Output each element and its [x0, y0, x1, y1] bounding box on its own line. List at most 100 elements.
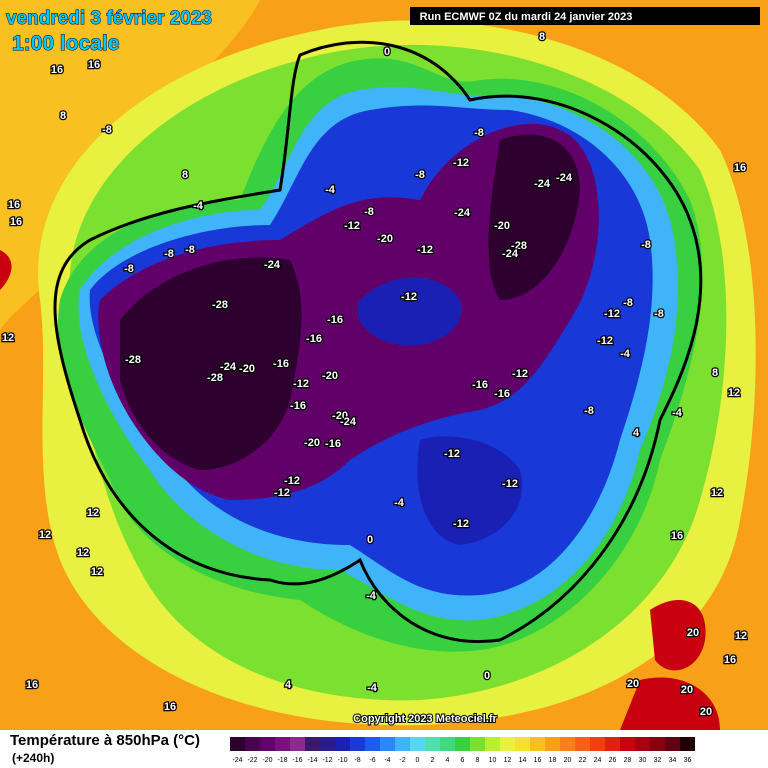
- contour-label: 16: [734, 162, 746, 174]
- contour-label: 12: [711, 487, 723, 499]
- legend-swatch: [620, 737, 635, 751]
- contour-label: 20: [700, 706, 712, 718]
- legend-swatch: [560, 737, 575, 751]
- contour-label: -28: [212, 299, 228, 311]
- legend-tick-label: 2: [431, 757, 435, 764]
- contour-label: 12: [77, 547, 89, 559]
- legend-swatch: [440, 737, 455, 751]
- contour-label: -12: [344, 220, 360, 232]
- contour-label: 12: [2, 332, 14, 344]
- legend-swatch: [335, 737, 350, 751]
- contour-label: -12: [274, 487, 290, 499]
- contour-label: 4: [285, 679, 292, 691]
- legend-swatch: [425, 737, 440, 751]
- legend-swatch: [410, 737, 425, 751]
- contour-label: -16: [472, 379, 488, 391]
- legend-tick-label: 8: [476, 757, 480, 764]
- contour-label: -28: [207, 372, 223, 384]
- legend-swatch: [470, 737, 485, 751]
- contour-label: -8: [641, 239, 651, 251]
- contour-label: -16: [306, 333, 322, 345]
- run-box: [410, 7, 760, 25]
- legend-swatch: [680, 737, 695, 751]
- legend-tick-label: -8: [354, 757, 360, 764]
- contour-label: -12: [502, 478, 518, 490]
- contour-label: -24: [264, 259, 281, 271]
- contour-label: 4: [633, 427, 640, 439]
- contour-label: 8: [182, 169, 188, 181]
- legend-swatch: [485, 737, 500, 751]
- zero-contour: [53, 40, 703, 643]
- contour-label: -8: [364, 206, 374, 218]
- legend-tick-label: 12: [504, 757, 512, 764]
- legend-tick-label: 14: [519, 757, 527, 764]
- legend-swatch: [545, 737, 560, 751]
- contour-label: 16: [8, 199, 20, 211]
- legend-swatch: [395, 737, 410, 751]
- legend-tick-label: -2: [399, 757, 405, 764]
- contour-label: -12: [417, 244, 433, 256]
- legend-tick-label: 30: [639, 757, 647, 764]
- legend-tick-label: -10: [337, 757, 347, 764]
- contour-label: -4: [325, 184, 336, 196]
- legend-swatch: [290, 737, 305, 751]
- contour-label: 8: [712, 367, 718, 379]
- contour-label: 0: [484, 670, 490, 682]
- legend-tick-label: 10: [489, 757, 497, 764]
- contour-label: -20: [332, 410, 348, 422]
- legend-tick-label: 32: [654, 757, 662, 764]
- contour-label: -8: [124, 263, 134, 275]
- legend-tick-label: -12: [322, 757, 332, 764]
- contour-label: 16: [724, 654, 736, 666]
- contour-label: -24: [340, 416, 357, 428]
- contour-label: -28: [125, 354, 141, 366]
- legend-swatch: [590, 737, 605, 751]
- zone: [357, 277, 522, 545]
- legend-tick-label: -14: [307, 757, 317, 764]
- contour-label: -12: [401, 291, 417, 303]
- legend-tick-label: 16: [534, 757, 542, 764]
- legend-swatch: [275, 737, 290, 751]
- contour-label: 8: [539, 31, 545, 43]
- legend-swatch: [455, 737, 470, 751]
- contour-label: -28: [511, 240, 527, 252]
- zone: [0, 250, 720, 730]
- zone: [120, 134, 580, 470]
- contour-label: -12: [453, 157, 469, 169]
- legend-tick-label: -22: [247, 757, 257, 764]
- title: vendredi 3 février 2023: [6, 8, 212, 29]
- contour-label: -12: [293, 378, 309, 390]
- legend-tick-label: 22: [579, 757, 587, 764]
- contour-label: -4: [367, 682, 378, 694]
- local-time: 1:00 locale: [12, 32, 119, 55]
- contour-label: -16: [273, 358, 289, 370]
- legend-tick-label: 36: [684, 757, 692, 764]
- contour-label: 12: [87, 507, 99, 519]
- legend-tick-label: 4: [446, 757, 450, 764]
- contour-label: -4: [672, 407, 683, 419]
- contour-label: -12: [597, 335, 613, 347]
- legend-swatch: [575, 737, 590, 751]
- contour-label: -20: [239, 363, 255, 375]
- legend-tick-label: -4: [384, 757, 390, 764]
- legend-swatch: [605, 737, 620, 751]
- contour-label: -24: [534, 178, 551, 190]
- legend-tick-label: 34: [669, 757, 677, 764]
- contour-label: -20: [377, 233, 393, 245]
- contour-label: -16: [290, 400, 306, 412]
- contour-label: 16: [88, 59, 100, 71]
- contour-label: -12: [284, 475, 300, 487]
- contour-label: -8: [164, 248, 174, 260]
- legend-swatch: [380, 737, 395, 751]
- contour-label: 16: [51, 64, 63, 76]
- contour-label: -8: [654, 308, 664, 320]
- legend-swatch: [305, 737, 320, 751]
- legend-swatch: [650, 737, 665, 751]
- contour-label: -4: [620, 348, 631, 360]
- legend-swatch: [245, 737, 260, 751]
- legend-tick-label: 24: [594, 757, 602, 764]
- contour-label: -24: [502, 248, 519, 260]
- legend-tick-label: 28: [624, 757, 632, 764]
